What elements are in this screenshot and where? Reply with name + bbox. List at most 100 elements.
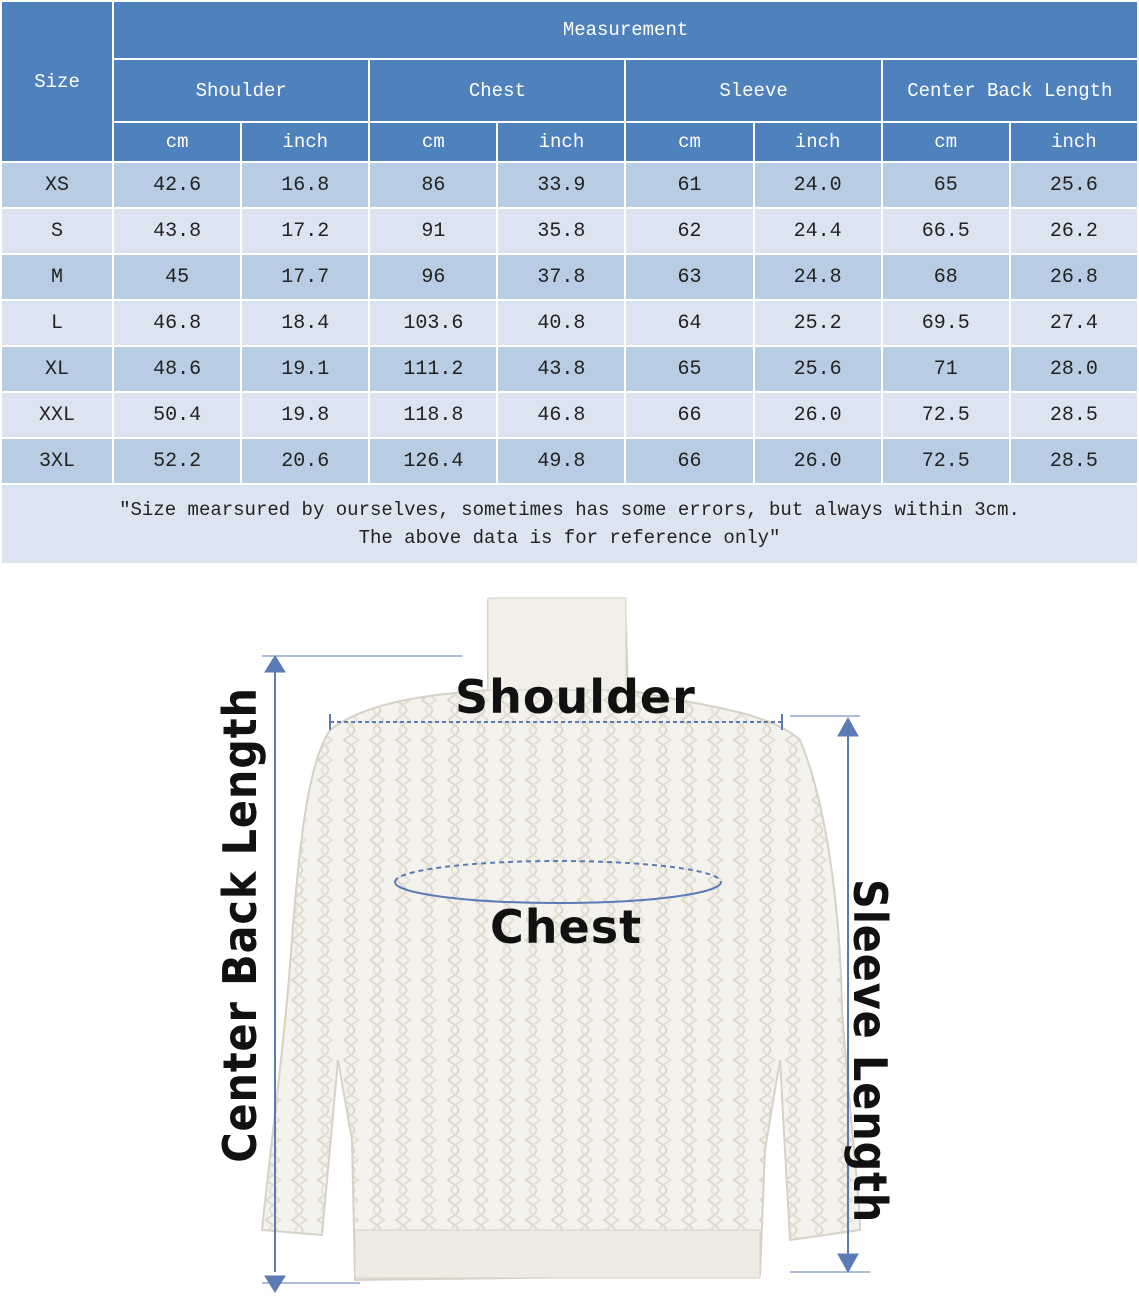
size-header: Size bbox=[0, 0, 115, 163]
value-cell: 25.6 bbox=[1008, 161, 1139, 209]
value-cell: 24.0 bbox=[752, 161, 883, 209]
value-cell: 35.8 bbox=[496, 207, 627, 255]
value-cell: 33.9 bbox=[496, 161, 627, 209]
unit-header: inch bbox=[752, 121, 883, 163]
size-cell: M bbox=[0, 253, 115, 301]
size-cell: S bbox=[0, 207, 115, 255]
value-cell: 66.5 bbox=[880, 207, 1011, 255]
value-cell: 103.6 bbox=[368, 299, 499, 347]
table-row: L 46.8 18.4 103.6 40.8 64 25.2 69.5 27.4 bbox=[0, 299, 1139, 347]
value-cell: 65 bbox=[624, 345, 755, 393]
value-cell: 37.8 bbox=[496, 253, 627, 301]
value-cell: 40.8 bbox=[496, 299, 627, 347]
sweater-diagram: Shoulder Chest Center Back Length Sleeve… bbox=[0, 566, 1139, 1296]
value-cell: 69.5 bbox=[880, 299, 1011, 347]
value-cell: 49.8 bbox=[496, 437, 627, 485]
note-line: The above data is for reference only" bbox=[358, 527, 781, 549]
sleeve-length-label: Sleeve Length bbox=[843, 879, 897, 1224]
table-row: XXL 50.4 19.8 118.8 46.8 66 26.0 72.5 28.5 bbox=[0, 391, 1139, 439]
value-cell: 43.8 bbox=[112, 207, 243, 255]
value-cell: 24.4 bbox=[752, 207, 883, 255]
value-cell: 66 bbox=[624, 437, 755, 485]
value-cell: 28.0 bbox=[1008, 345, 1139, 393]
unit-header: inch bbox=[1008, 121, 1139, 163]
table-row: XL 48.6 19.1 111.2 43.8 65 25.6 71 28.0 bbox=[0, 345, 1139, 393]
value-cell: 26.2 bbox=[1008, 207, 1139, 255]
value-cell: 46.8 bbox=[496, 391, 627, 439]
value-cell: 68 bbox=[880, 253, 1011, 301]
table-row: XS 42.6 16.8 86 33.9 61 24.0 65 25.6 bbox=[0, 161, 1139, 209]
size-cell: XL bbox=[0, 345, 115, 393]
arrow-up-icon bbox=[837, 716, 859, 737]
value-cell: 25.6 bbox=[752, 345, 883, 393]
value-cell: 16.8 bbox=[240, 161, 371, 209]
value-cell: 28.5 bbox=[1008, 437, 1139, 485]
value-cell: 46.8 bbox=[112, 299, 243, 347]
table-row: M 45 17.7 96 37.8 63 24.8 68 26.8 bbox=[0, 253, 1139, 301]
value-cell: 28.5 bbox=[1008, 391, 1139, 439]
value-cell: 24.8 bbox=[752, 253, 883, 301]
size-cell: L bbox=[0, 299, 115, 347]
unit-header: inch bbox=[496, 121, 627, 163]
measurement-header: Measurement bbox=[112, 0, 1139, 60]
size-cell: 3XL bbox=[0, 437, 115, 485]
unit-header: cm bbox=[880, 121, 1011, 163]
arrow-down-icon bbox=[837, 1253, 859, 1274]
note-line: "Size mearsured by ourselves, sometimes … bbox=[119, 499, 1020, 521]
value-cell: 20.6 bbox=[240, 437, 371, 485]
value-cell: 71 bbox=[880, 345, 1011, 393]
value-cell: 63 bbox=[624, 253, 755, 301]
value-cell: 26.0 bbox=[752, 391, 883, 439]
value-cell: 62 bbox=[624, 207, 755, 255]
value-cell: 26.0 bbox=[752, 437, 883, 485]
value-cell: 52.2 bbox=[112, 437, 243, 485]
unit-header: cm bbox=[112, 121, 243, 163]
table-row: 3XL 52.2 20.6 126.4 49.8 66 26.0 72.5 28.5 bbox=[0, 437, 1139, 485]
value-cell: 45 bbox=[112, 253, 243, 301]
arrow-up-icon bbox=[264, 655, 286, 673]
size-cell: XXL bbox=[0, 391, 115, 439]
size-cell: XS bbox=[0, 161, 115, 209]
unit-header: cm bbox=[368, 121, 499, 163]
value-cell: 64 bbox=[624, 299, 755, 347]
measurement-lines bbox=[262, 655, 870, 1293]
group-header: Center Back Length bbox=[880, 58, 1139, 123]
value-cell: 86 bbox=[368, 161, 499, 209]
sweater-shape bbox=[260, 597, 862, 1282]
value-cell: 111.2 bbox=[368, 345, 499, 393]
value-cell: 72.5 bbox=[880, 437, 1011, 485]
group-header: Shoulder bbox=[112, 58, 371, 123]
value-cell: 19.1 bbox=[240, 345, 371, 393]
value-cell: 91 bbox=[368, 207, 499, 255]
table-row: S 43.8 17.2 91 35.8 62 24.4 66.5 26.2 bbox=[0, 207, 1139, 255]
value-cell: 25.2 bbox=[752, 299, 883, 347]
size-chart-table: Size Measurement Shoulder Chest Sleeve Cent… bbox=[0, 0, 1139, 565]
value-cell: 42.6 bbox=[112, 161, 243, 209]
value-cell: 26.8 bbox=[1008, 253, 1139, 301]
group-header: Sleeve bbox=[624, 58, 883, 123]
value-cell: 65 bbox=[880, 161, 1011, 209]
unit-header: cm bbox=[624, 121, 755, 163]
chest-label: Chest bbox=[490, 900, 643, 954]
shoulder-label: Shoulder bbox=[455, 670, 696, 724]
value-cell: 118.8 bbox=[368, 391, 499, 439]
value-cell: 17.7 bbox=[240, 253, 371, 301]
value-cell: 126.4 bbox=[368, 437, 499, 485]
sweater-illustration bbox=[260, 597, 870, 1293]
value-cell: 19.8 bbox=[240, 391, 371, 439]
center-back-length-label: Center Back Length bbox=[213, 687, 267, 1163]
value-cell: 72.5 bbox=[880, 391, 1011, 439]
value-cell: 27.4 bbox=[1008, 299, 1139, 347]
unit-header: inch bbox=[240, 121, 371, 163]
value-cell: 17.2 bbox=[240, 207, 371, 255]
value-cell: 50.4 bbox=[112, 391, 243, 439]
value-cell: 18.4 bbox=[240, 299, 371, 347]
disclaimer-note: "Size mearsured by ourselves, sometimes … bbox=[0, 483, 1139, 565]
value-cell: 61 bbox=[624, 161, 755, 209]
value-cell: 96 bbox=[368, 253, 499, 301]
arrow-down-icon bbox=[264, 1275, 286, 1293]
value-cell: 48.6 bbox=[112, 345, 243, 393]
value-cell: 66 bbox=[624, 391, 755, 439]
value-cell: 43.8 bbox=[496, 345, 627, 393]
group-header: Chest bbox=[368, 58, 627, 123]
